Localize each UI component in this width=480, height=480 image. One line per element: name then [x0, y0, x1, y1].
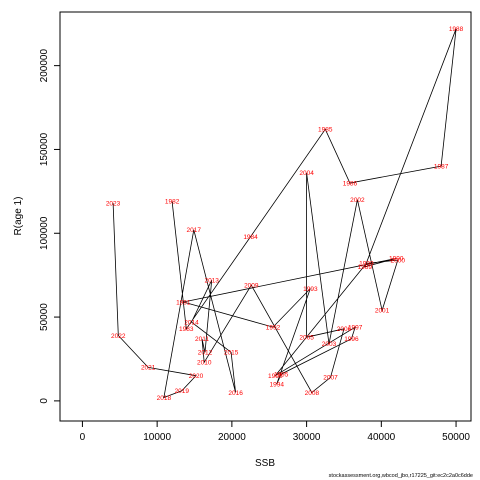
- year-label-2020: 2020: [189, 373, 204, 380]
- point-labels: 1982 1983 1984 1985 1986 1987 1988 1989 1990 1991…: [106, 26, 464, 402]
- year-label-2023: 2023: [106, 200, 121, 207]
- year-label-1988: 1988: [449, 26, 464, 33]
- year-label-1997: 1997: [348, 324, 363, 331]
- year-label-2006: 2006: [337, 326, 352, 333]
- year-label-2014: 2014: [184, 319, 199, 326]
- x-tick-label: 0: [80, 432, 86, 443]
- year-label-2018: 2018: [157, 395, 172, 402]
- year-label-1991: 1991: [176, 299, 191, 306]
- x-axis: 0 10000 20000 30000 40000 50000: [80, 420, 470, 443]
- year-label-1995: 1995: [274, 371, 289, 378]
- year-label-1985: 1985: [318, 127, 333, 134]
- year-label-2009: 2009: [244, 283, 259, 290]
- year-label-2004: 2004: [299, 170, 314, 177]
- year-label-2002: 2002: [350, 197, 365, 204]
- year-label-1996: 1996: [344, 336, 359, 343]
- year-label-1992: 1992: [266, 324, 281, 331]
- year-label-2005: 2005: [299, 334, 314, 341]
- y-axis: 0 50000 100000 150000 200000: [39, 49, 61, 404]
- y-tick-label: 100000: [39, 216, 50, 250]
- year-label-2022: 2022: [111, 333, 126, 340]
- year-label-1989: 1989: [358, 264, 373, 271]
- year-label-1990: 1990: [389, 256, 404, 263]
- x-tick-label: 10000: [143, 432, 171, 443]
- year-label-1987: 1987: [434, 164, 449, 171]
- year-label-2008: 2008: [305, 390, 320, 397]
- year-label-1999: 1999: [359, 261, 374, 268]
- y-axis-title: R(age 1): [13, 197, 24, 236]
- x-axis-title: SSB: [255, 458, 275, 469]
- year-label-1998: 1998: [268, 373, 283, 380]
- series-line: [112, 28, 457, 399]
- year-label-1986: 1986: [343, 180, 358, 187]
- year-label-2012: 2012: [198, 350, 213, 357]
- x-tick-label: 30000: [293, 432, 321, 443]
- year-label-1994: 1994: [269, 381, 284, 388]
- y-tick-label: 0: [39, 398, 50, 404]
- plot-frame: [59, 11, 472, 422]
- year-label-1983: 1983: [179, 326, 194, 333]
- year-label-2015: 2015: [224, 350, 239, 357]
- year-label-1993: 1993: [303, 286, 318, 293]
- y-tick-label: 150000: [39, 132, 50, 166]
- x-tick-label: 40000: [367, 432, 395, 443]
- year-label-2010: 2010: [197, 360, 212, 367]
- year-label-2013: 2013: [204, 277, 219, 284]
- x-tick-label: 50000: [442, 432, 470, 443]
- year-label-2021: 2021: [141, 365, 156, 372]
- y-tick-label: 50000: [39, 303, 50, 331]
- year-label-2016: 2016: [228, 390, 243, 397]
- year-label-2003: 2003: [322, 341, 337, 348]
- year-label-2011: 2011: [195, 336, 209, 343]
- footer-caption: stockassessment.org,wbcod_jbo,r17225_git…: [329, 473, 473, 479]
- year-label-1982: 1982: [165, 199, 180, 206]
- year-label-2007: 2007: [323, 375, 338, 382]
- year-label-2000: 2000: [391, 257, 406, 264]
- year-label-2017: 2017: [187, 227, 202, 234]
- year-label-2001: 2001: [375, 308, 390, 315]
- x-tick-label: 20000: [218, 432, 246, 443]
- year-label-2019: 2019: [175, 388, 190, 395]
- y-tick-label: 200000: [39, 49, 50, 83]
- ssb-recruitment-line: [112, 28, 457, 399]
- year-label-1984: 1984: [243, 234, 258, 241]
